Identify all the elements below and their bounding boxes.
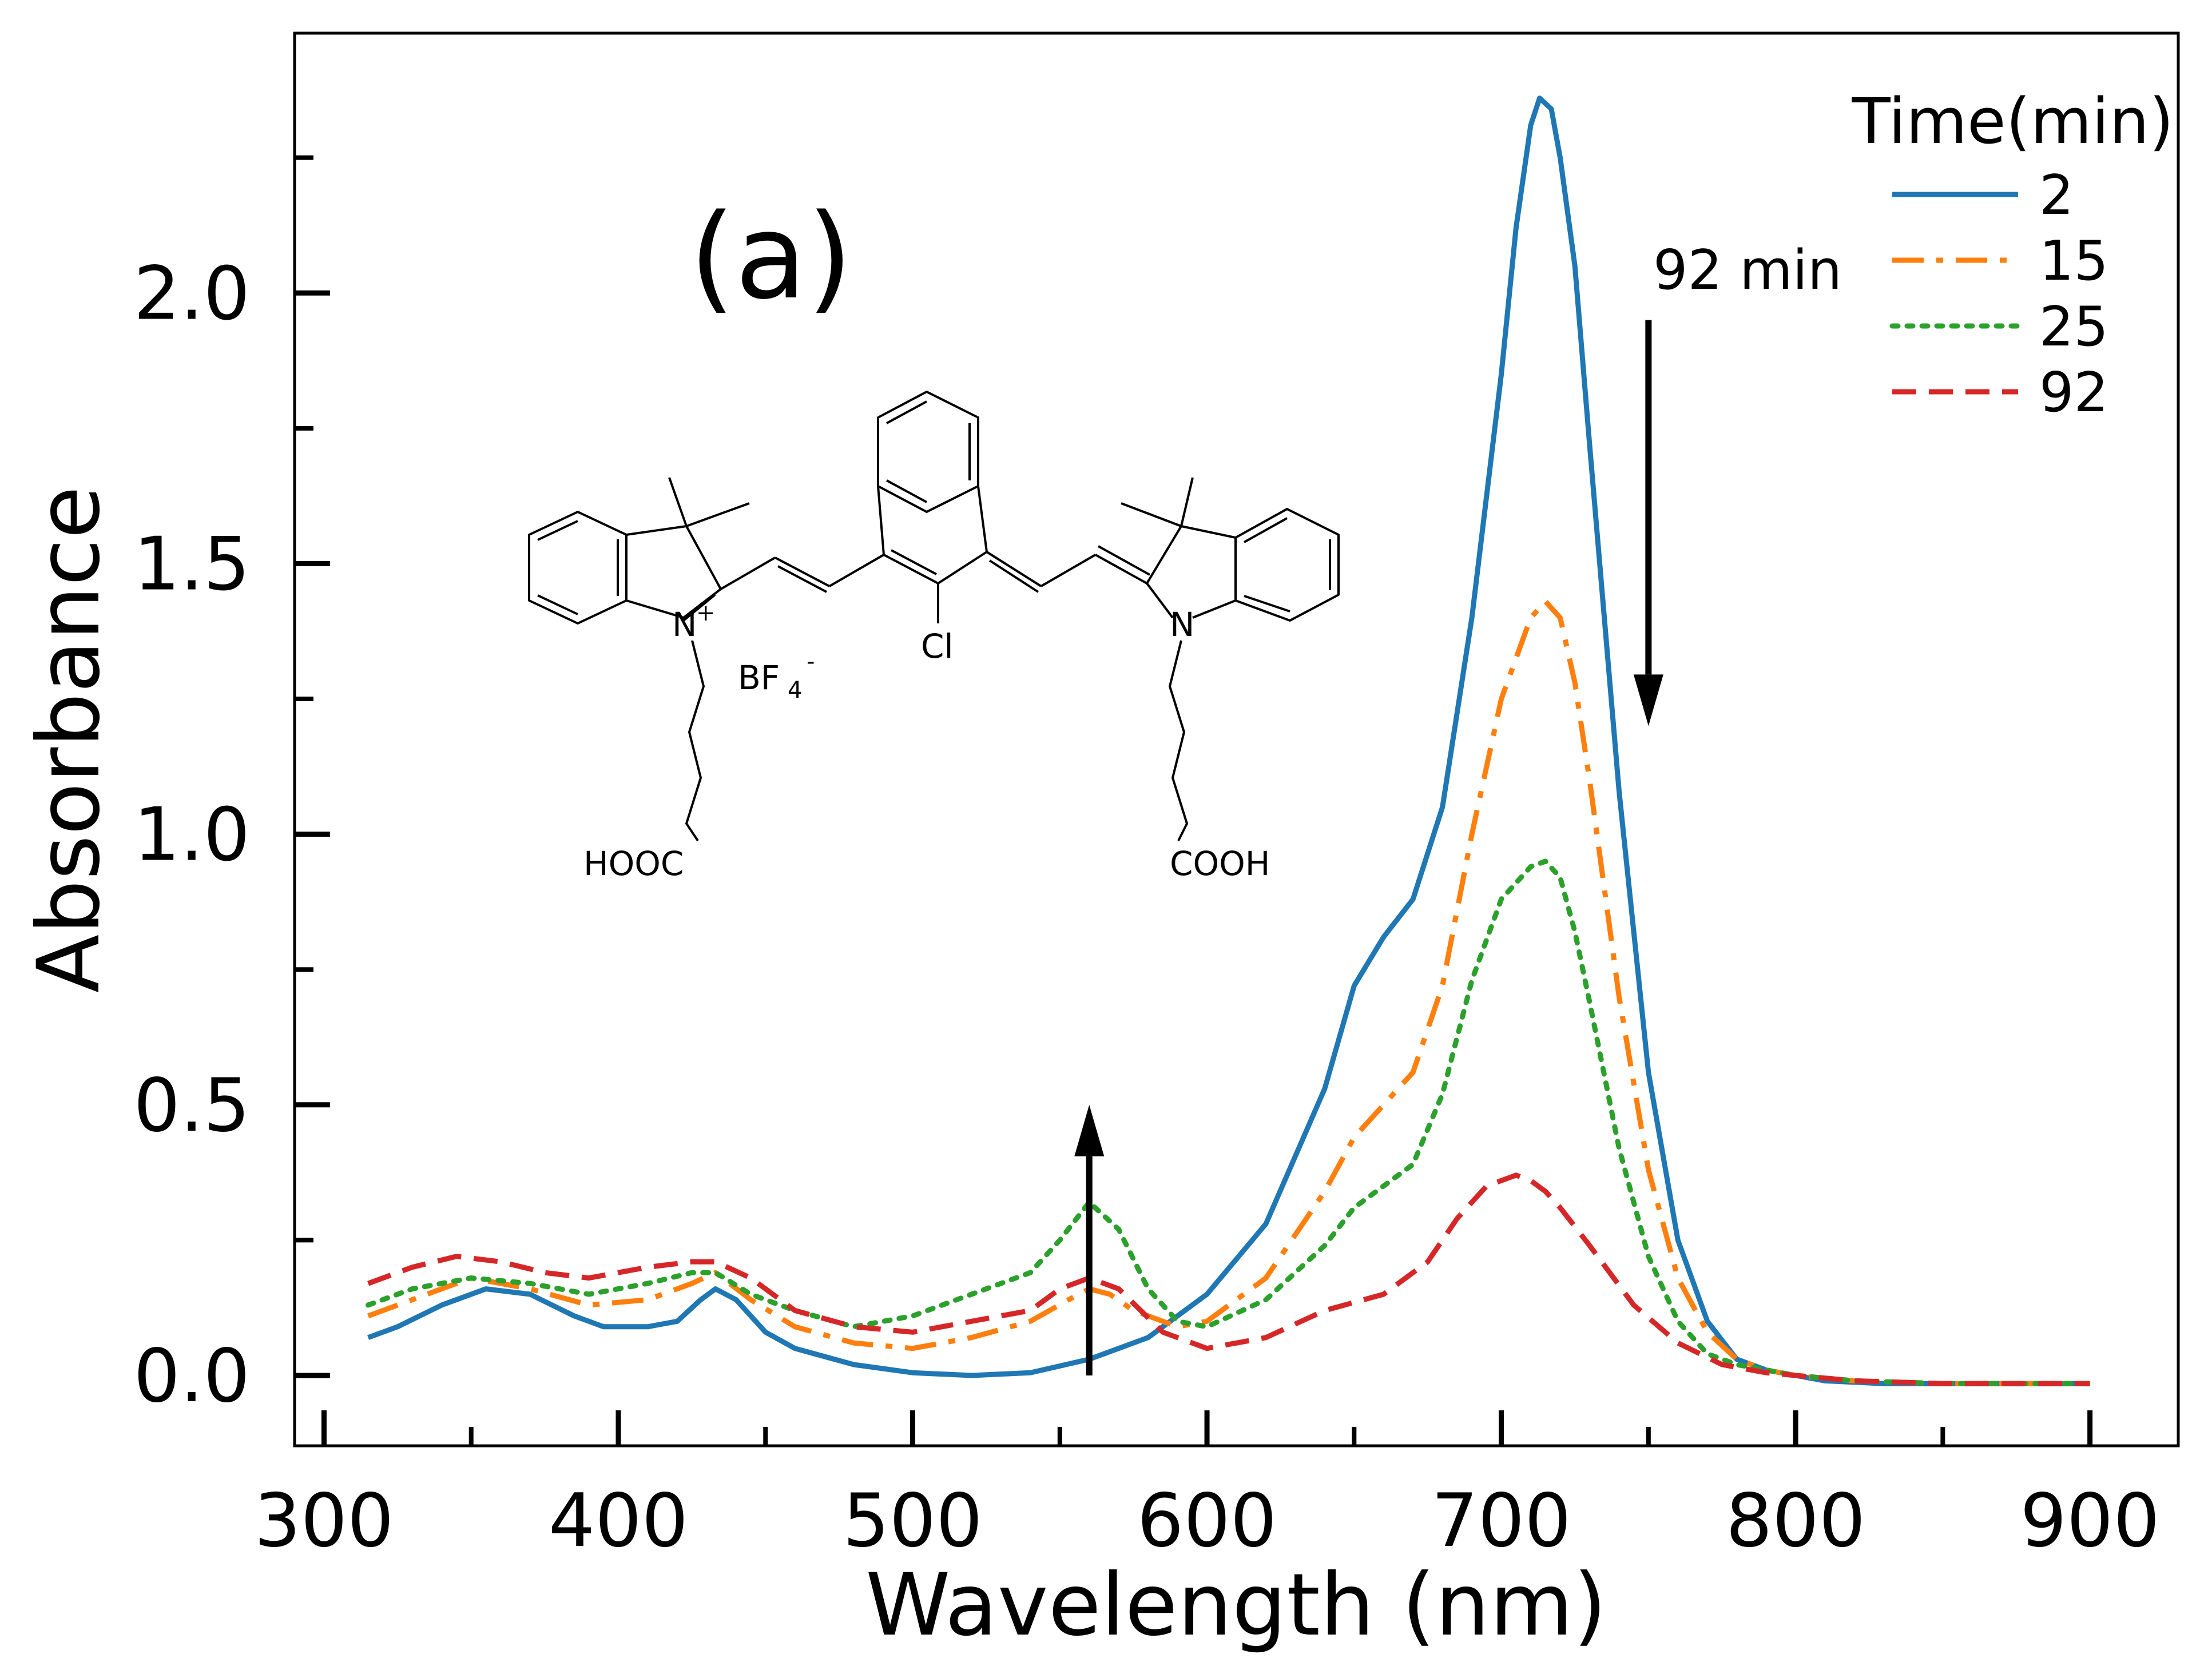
plot-frame — [293, 31, 2180, 1448]
y-axis: 0.0 0.5 1.0 1.5 2.0 — [133, 155, 330, 1419]
legend-label-2: 2 — [2039, 164, 2074, 227]
y-tick-label: 1.0 — [133, 793, 250, 878]
central-c-c-double — [891, 549, 937, 575]
right-chain-bond-1 — [986, 551, 1042, 587]
right-chain-bond-3b — [1098, 545, 1150, 576]
left-methyl-2 — [686, 502, 750, 527]
annotation-arrow-head-0 — [1633, 674, 1663, 726]
chemical-structure-labels: N + N Cl BF 4 - HOOC COOH — [583, 600, 1270, 883]
right-methyl-1 — [1180, 477, 1194, 527]
right-ring-n-bond — [1146, 582, 1174, 619]
structure-plus-sign: + — [696, 600, 716, 626]
legend-label-15: 15 — [2039, 230, 2108, 293]
series-line-25 — [366, 858, 2093, 1386]
right-benzene-ring — [1234, 508, 1340, 622]
left-acid-chain — [685, 640, 705, 842]
left-methyl-1 — [668, 477, 688, 527]
right-ring-inner-3 — [1244, 595, 1290, 613]
structure-bf-sup: - — [807, 649, 815, 675]
series-lines — [366, 96, 2093, 1386]
x-tick-label: 500 — [843, 1478, 982, 1564]
structure-bf: BF — [738, 658, 780, 697]
left-ring-inner-bond-3 — [537, 594, 578, 615]
legend-title: Time(min) — [1852, 85, 2174, 158]
legend-label-25: 25 — [2039, 296, 2108, 359]
structure-bf-sub: 4 — [788, 677, 802, 703]
chemical-structure-inset — [528, 391, 1340, 842]
left-chain-bond-2b — [777, 565, 827, 593]
x-axis-label: Wavelength (nm) — [865, 1556, 1607, 1655]
structure-cooh: COOH — [1170, 844, 1270, 883]
right-ring-inner-1 — [1244, 517, 1288, 543]
x-tick-label: 600 — [1137, 1478, 1277, 1564]
x-tick-label: 700 — [1431, 1478, 1571, 1564]
y-axis-label: Absorbance — [19, 486, 119, 993]
structure-n: N — [1170, 605, 1194, 644]
x-tick-label: 400 — [549, 1478, 688, 1564]
x-axis: 300 400 500 600 700 800 900 — [254, 1410, 2160, 1564]
y-tick-label: 2.0 — [133, 251, 250, 336]
structure-n-plus: N — [672, 605, 697, 644]
central-ring-inner-3 — [886, 479, 927, 503]
x-tick-label: 800 — [1726, 1478, 1865, 1564]
y-tick-label: 1.5 — [133, 522, 250, 607]
x-tick-label: 300 — [254, 1478, 394, 1564]
left-chain-bond-1 — [720, 556, 776, 590]
series-line-92 — [367, 1172, 2090, 1386]
structure-hooc: HOOC — [583, 844, 684, 883]
left-chain-bond-2 — [775, 556, 830, 587]
y-tick-label: 0.0 — [133, 1334, 250, 1419]
left-chain-bond-3 — [828, 554, 885, 587]
panel-label: (a) — [689, 189, 853, 325]
right-chain-bond-3 — [1095, 554, 1147, 585]
right-chain-bond-1b — [988, 559, 1039, 593]
left-ring-inner-bond-1 — [537, 520, 578, 541]
right-acid-chain — [1169, 640, 1188, 841]
central-ring-inner-1 — [886, 400, 927, 424]
annotations — [1074, 320, 1663, 1375]
annotation-arrow-head-1 — [1074, 1104, 1105, 1156]
legend-label-92: 92 — [2039, 361, 2108, 424]
left-c-n-double — [682, 594, 716, 622]
x-tick-label: 900 — [2020, 1478, 2159, 1564]
series-line-2 — [367, 96, 2090, 1386]
right-methyl-2 — [1121, 502, 1182, 527]
structure-cl: Cl — [921, 627, 954, 666]
annotation-92min-text: 92 min — [1653, 239, 1842, 302]
right-chain-bond-2 — [1040, 554, 1097, 587]
y-tick-label: 0.5 — [133, 1063, 250, 1148]
